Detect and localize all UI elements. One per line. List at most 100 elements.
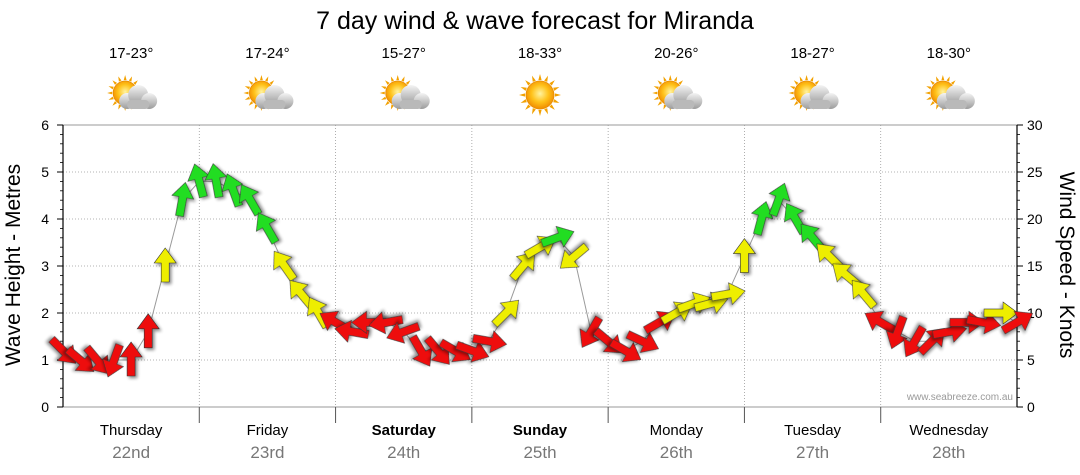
sun-ray [379, 91, 385, 95]
day-name-label: Saturday [372, 422, 437, 439]
day-name-label: Monday [650, 422, 704, 439]
y2-tick-label: 15 [1027, 258, 1043, 274]
wind-arrow [851, 280, 878, 310]
cloud-shape [391, 85, 430, 109]
wind-arrow [1000, 311, 1034, 335]
sun-ray [520, 99, 527, 104]
wind-arrow [540, 225, 575, 248]
sun-ray [381, 86, 387, 90]
sun-ray [248, 101, 254, 106]
cloud-shape [936, 85, 975, 109]
cloud-base [808, 100, 831, 109]
sun-ray [538, 74, 542, 81]
cloud-base [399, 100, 422, 109]
y-tick-label: 5 [41, 164, 49, 180]
sun-ray [401, 76, 405, 82]
sun-ray [673, 76, 678, 82]
sun-ray [525, 104, 531, 110]
chart-title: 7 day wind & wave forecast for Miranda [316, 7, 754, 35]
wind-arrow [256, 212, 280, 245]
y2-axis-title: Wind Speed - Knots [1055, 172, 1078, 359]
sun-ray [107, 91, 113, 95]
sun-ray [935, 76, 940, 82]
y-tick-label: 3 [41, 258, 49, 274]
sun-ray [553, 86, 560, 91]
wind-arrow [710, 282, 746, 306]
sun-rays [519, 74, 561, 116]
sun-ray [108, 96, 114, 100]
cloud-base [672, 100, 695, 109]
wind-arrow [334, 319, 370, 343]
sun-ray [390, 76, 395, 82]
sun-ray [128, 76, 133, 82]
wind-arrow [559, 242, 590, 269]
y-tick-label: 6 [41, 117, 49, 133]
y2-tick-label: 5 [1027, 352, 1035, 368]
wind-arrow [608, 338, 642, 362]
day-name-label: Sunday [513, 422, 568, 439]
day-date-label: 26th [660, 443, 693, 462]
wind-arrow [491, 299, 519, 328]
sun-ray [799, 76, 803, 82]
day-date-label: 25th [523, 443, 556, 462]
day-name-label: Tuesday [784, 422, 841, 439]
sun-ray [243, 91, 249, 95]
sun-ray [381, 96, 387, 100]
cloud-shape [800, 85, 839, 109]
y2-tick-label: 25 [1027, 164, 1043, 180]
y2-tick-label: 0 [1027, 399, 1035, 415]
sun-ray [930, 80, 935, 85]
sun-ray [549, 104, 555, 110]
sun-ray [941, 75, 945, 81]
day-temperature: 18-27° [790, 45, 834, 62]
wind-arrow [102, 343, 125, 378]
sun-ray [519, 93, 526, 97]
cloud-shape [664, 85, 703, 109]
sun-ray [244, 96, 251, 100]
sun-ray [805, 75, 808, 81]
sun-ray [133, 80, 138, 85]
sun-ray [544, 75, 549, 82]
sun-ray [788, 91, 794, 95]
sun-ray [553, 99, 560, 104]
day-name-label: Thursday [100, 422, 163, 439]
sun-ray [248, 80, 254, 85]
sun-ray [525, 80, 531, 86]
sun-ray [260, 75, 263, 81]
partly-cloudy-icon [924, 75, 975, 111]
chart-credit: www.seabreeze.com.au [906, 392, 1013, 403]
sun-ray [793, 80, 799, 85]
wind-arrow [119, 341, 143, 377]
day-temperature: 15-27° [382, 45, 426, 62]
y-tick-label: 2 [41, 305, 49, 321]
sun-ray [657, 101, 663, 106]
sun-ray [123, 75, 127, 81]
wind-arrow [751, 201, 774, 236]
partly-cloudy-icon [652, 75, 703, 111]
y2-tick-label: 20 [1027, 211, 1043, 227]
cloud-base [263, 100, 286, 109]
sun-ray [926, 96, 932, 100]
day-name-label: Friday [247, 422, 289, 439]
x-axis-day-labels: Thursday 22nd Friday 23rd Saturday 24th Sunday… [100, 422, 989, 462]
sun-ray [793, 101, 799, 106]
sun-ray [653, 96, 659, 100]
sun-ray [254, 76, 258, 82]
sun-ray [554, 93, 561, 97]
sun-ray [112, 101, 118, 106]
wind-arrow [768, 182, 791, 217]
sun-ray [531, 75, 536, 82]
sun-ray [810, 76, 814, 82]
sun-ray [663, 76, 667, 82]
sun-ray [946, 76, 950, 82]
sun-ray [668, 75, 672, 81]
day-temperature: 17-23° [109, 45, 153, 62]
day-name-label: Wednesday [909, 422, 988, 439]
sun-ray [653, 86, 659, 90]
sun-ray [269, 80, 275, 85]
grid-lines [62, 124, 1018, 423]
day-date-label: 27th [796, 443, 829, 462]
cloud-shape [255, 85, 294, 109]
day-date-label: 22nd [112, 443, 150, 462]
